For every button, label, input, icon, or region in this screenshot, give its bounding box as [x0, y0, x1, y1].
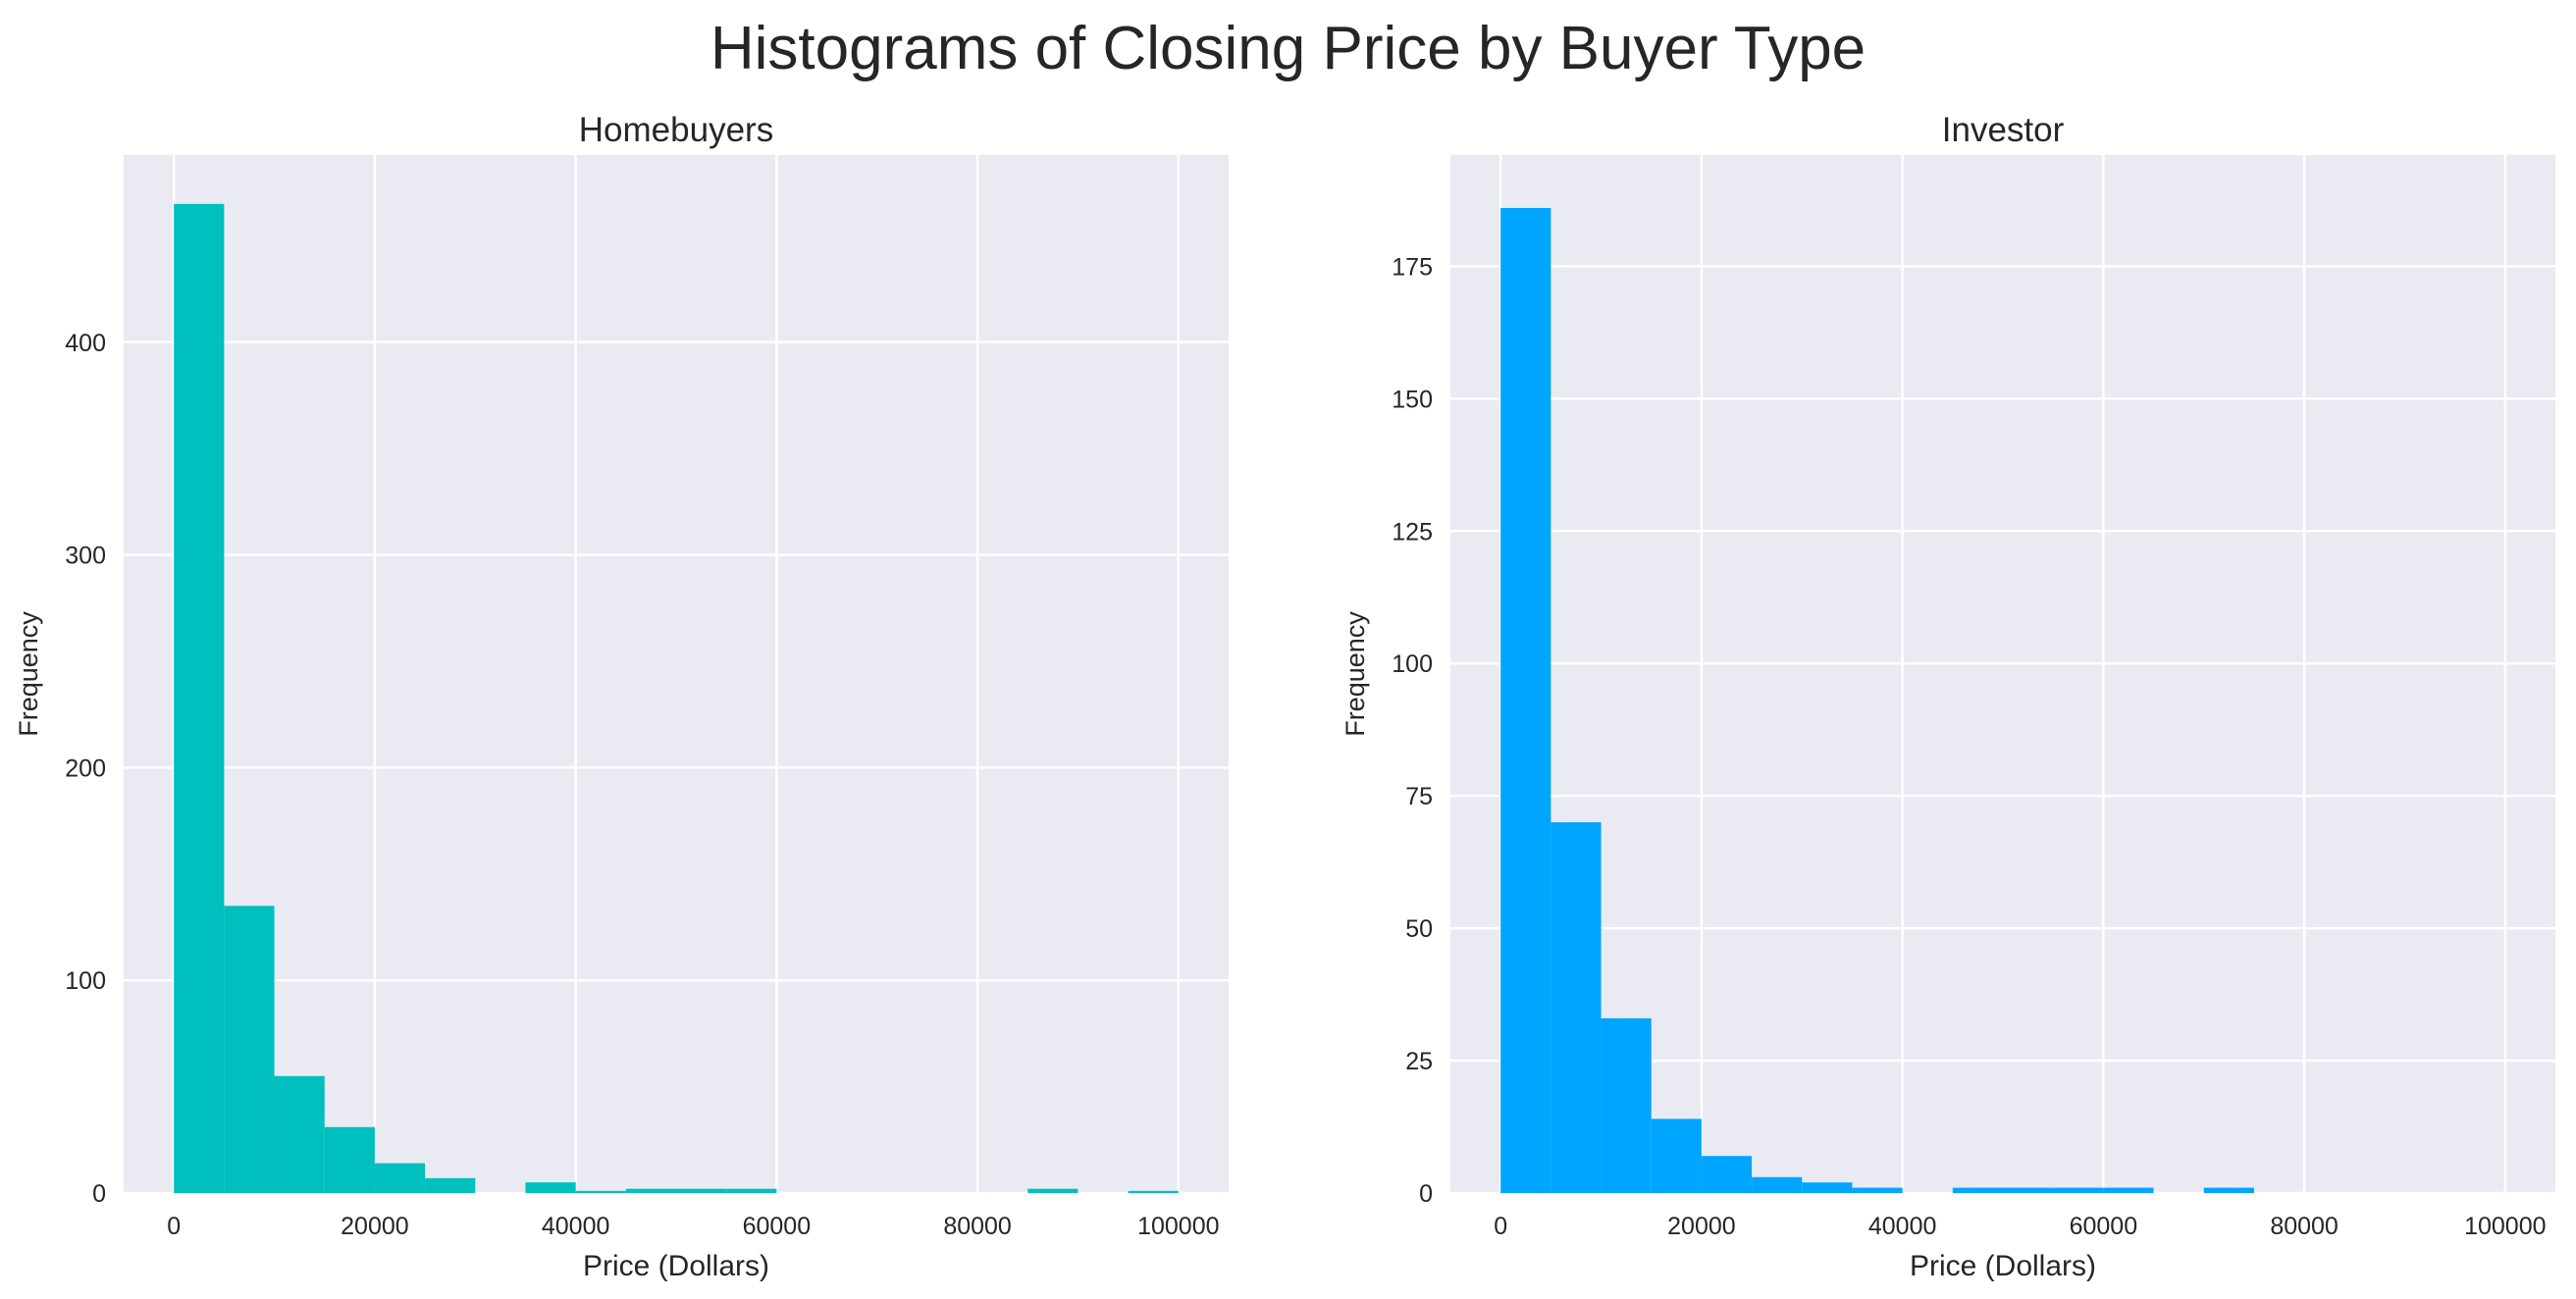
x-tick-label: 20000: [341, 1213, 409, 1240]
y-tick-label: 150: [1392, 386, 1433, 413]
y-tick-label: 200: [65, 754, 106, 782]
subplot-title-investor: Investor: [1942, 111, 2065, 149]
chart-homebuyers: 0 20000 40000 60000 80000 100000 0 100 200 300 400…: [14, 111, 1229, 1282]
histogram-bar-investor-12: [2103, 1187, 2154, 1193]
y-tick-label: 0: [1419, 1180, 1433, 1208]
x-tick-label: 100000: [2464, 1213, 2546, 1240]
x-tick-label: 60000: [743, 1213, 812, 1240]
x-tick-label: 80000: [2270, 1213, 2339, 1240]
histogram-bar-homebuyers-10: [676, 1188, 727, 1193]
x-tick-label: 100000: [1137, 1213, 1219, 1240]
histogram-bar-investor-7: [1852, 1187, 1903, 1193]
histogram-bar-investor-9: [1952, 1187, 2003, 1193]
histogram-bar-homebuyers-9: [625, 1188, 676, 1193]
x-axis-label: Price (Dollars): [583, 1250, 769, 1282]
y-tick-label: 400: [65, 330, 106, 357]
histogram-bar-investor-4: [1701, 1156, 1753, 1193]
histogram-bar-investor-10: [2003, 1187, 2054, 1193]
x-tick-label: 20000: [1667, 1213, 1736, 1240]
y-axis-label: Frequency: [14, 611, 43, 737]
histogram-bar-homebuyers-4: [374, 1163, 426, 1193]
histogram-bar-homebuyers-1: [224, 906, 275, 1193]
histogram-bar-investor-2: [1601, 1017, 1652, 1193]
y-tick-label: 50: [1405, 915, 1433, 943]
histogram-bar-homebuyers-3: [324, 1126, 375, 1193]
x-tick-label: 80000: [943, 1213, 1012, 1240]
histogram-bar-investor-11: [2053, 1187, 2104, 1193]
histogram-bar-homebuyers-7: [525, 1182, 576, 1193]
y-tick-label: 300: [65, 543, 106, 570]
x-axis-label: Price (Dollars): [1910, 1250, 2096, 1282]
histogram-bar-investor-1: [1551, 822, 1602, 1193]
chart-investor: 0 20000 40000 60000 80000 100000 0 25 50 75 100 125…: [1341, 111, 2555, 1282]
figure-title: Histograms of Closing Price by Buyer Typ…: [710, 15, 1866, 82]
x-tick-label: 60000: [2070, 1213, 2138, 1240]
histogram-bar-homebuyers-8: [575, 1190, 626, 1193]
histogram-bar-investor-3: [1651, 1118, 1702, 1193]
y-axis-label: Frequency: [1341, 611, 1370, 737]
y-tick-label: 100: [65, 967, 106, 995]
histogram-bar-homebuyers-11: [726, 1188, 777, 1193]
x-tick-label: 40000: [542, 1213, 610, 1240]
y-tick-label: 0: [92, 1180, 106, 1208]
subplot-title-homebuyers: Homebuyers: [579, 111, 773, 149]
histogram-bar-homebuyers-5: [425, 1177, 476, 1193]
histogram-bar-homebuyers-0: [174, 203, 225, 1194]
y-tick-label: 75: [1405, 783, 1433, 810]
histogram-bar-homebuyers-19: [1128, 1190, 1179, 1193]
y-tick-label: 25: [1405, 1048, 1433, 1075]
histogram-bar-investor-0: [1500, 207, 1551, 1193]
y-tick-label: 100: [1392, 650, 1433, 678]
x-tick-label: 0: [167, 1213, 181, 1240]
histogram-bar-investor-5: [1752, 1176, 1803, 1193]
y-tick-label: 125: [1392, 518, 1433, 546]
histogram-bar-homebuyers-2: [274, 1075, 325, 1193]
histogram-bar-investor-6: [1802, 1182, 1853, 1193]
x-tick-label: 40000: [1868, 1213, 1937, 1240]
plot-area: [124, 155, 1229, 1193]
x-tick-label: 0: [1494, 1213, 1507, 1240]
histogram-bar-investor-14: [2203, 1187, 2254, 1193]
histogram-bar-homebuyers-17: [1027, 1188, 1078, 1193]
y-tick-label: 175: [1392, 253, 1433, 281]
